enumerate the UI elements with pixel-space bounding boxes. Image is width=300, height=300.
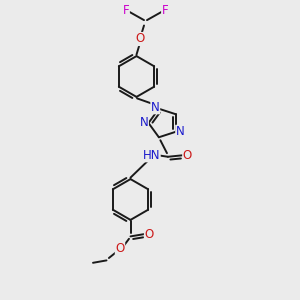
Text: F: F [123,4,129,17]
Text: O: O [145,227,154,241]
Text: F: F [162,4,168,17]
Text: N: N [151,101,160,114]
Text: N: N [140,116,148,130]
Text: HN: HN [142,149,160,162]
Text: O: O [116,242,124,256]
Text: O: O [135,32,144,46]
Text: N: N [176,125,184,138]
Text: O: O [183,149,192,162]
